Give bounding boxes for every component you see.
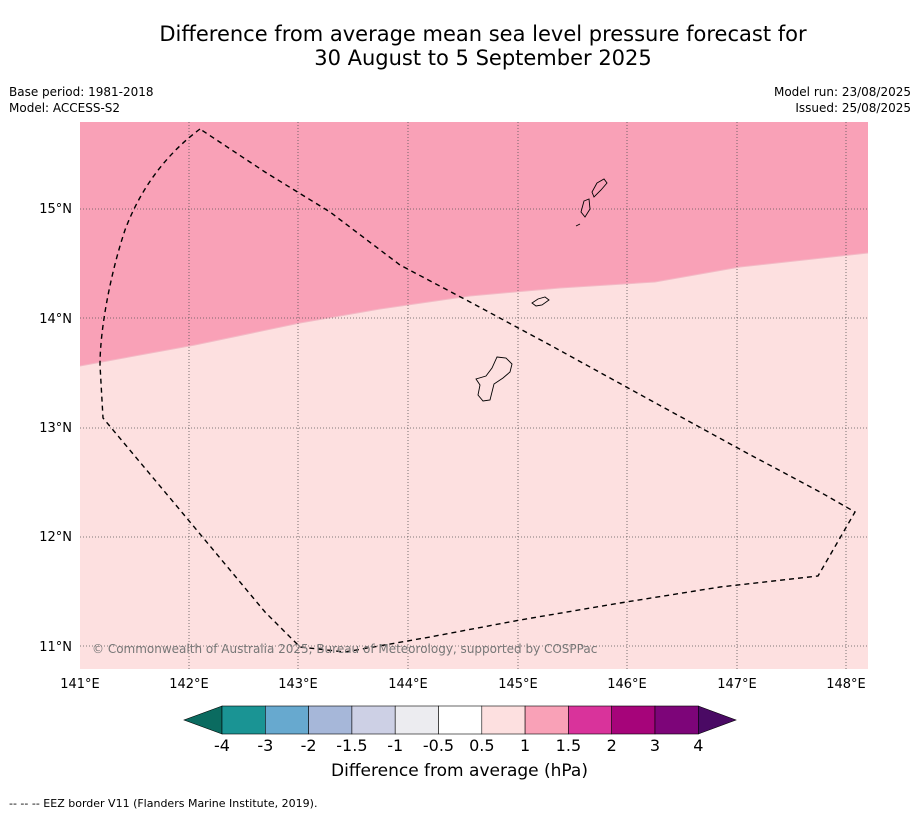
map-title: Difference from average mean sea level p… — [0, 22, 919, 70]
lat-label-11: 11°N — [39, 640, 72, 655]
colorbar-tick-label: 4 — [693, 736, 703, 755]
meta-right: Model run: 23/08/2025 Issued: 25/08/2025 — [774, 84, 911, 116]
title-line-1: Difference from average mean sea level p… — [159, 22, 807, 46]
colorbar-arrow-right — [697, 705, 737, 735]
copyright-text: © Commonwealth of Australia 2025, Bureau… — [92, 642, 597, 656]
colorbar-swatch — [481, 705, 526, 735]
model-run: Model run: 23/08/2025 — [773, 85, 911, 99]
colorbar-tick-label: 1 — [520, 736, 530, 755]
lon-label-141: 141°E — [60, 677, 100, 692]
colorbar-swatch — [308, 705, 353, 735]
lat-label-12: 12°N — [39, 530, 72, 545]
lon-label-144: 144°E — [388, 677, 428, 692]
high-anomaly-area — [80, 122, 868, 366]
lon-label-145: 145°E — [498, 677, 538, 692]
title-line-2: 30 August to 5 September 2025 — [314, 46, 652, 70]
colorbar-swatch — [351, 705, 396, 735]
colorbar-swatch — [611, 705, 656, 735]
guam-island — [475, 356, 513, 402]
tinian-island — [580, 198, 591, 218]
colorbar-arrow-left — [183, 705, 223, 735]
colorbar-tick-label: -0.5 — [423, 736, 454, 755]
colorbar-tick-label: -2 — [301, 736, 317, 755]
issued-date: Issued: 25/08/2025 — [795, 101, 911, 115]
colorbar-tick-label: 2 — [607, 736, 617, 755]
colorbar-title: Difference from average (hPa) — [331, 761, 588, 781]
colorbar-swatch — [654, 705, 699, 735]
colorbar-swatch — [568, 705, 613, 735]
model-name: Model: ACCESS-S2 — [9, 101, 121, 115]
base-period: Base period: 1981-2018 — [9, 85, 154, 99]
colorbar-swatch — [524, 705, 569, 735]
colorbar-swatch — [221, 705, 266, 735]
lon-label-146: 146°E — [607, 677, 647, 692]
colorbar-tick-label: -3 — [257, 736, 273, 755]
aguijan-island — [575, 223, 581, 227]
eez-border — [99, 128, 856, 653]
lon-label-143: 143°E — [278, 677, 318, 692]
graticule — [80, 122, 868, 669]
lat-label-13: 13°N — [39, 421, 72, 436]
lat-label-14: 14°N — [39, 312, 72, 327]
colorbar-tick-label: 1.5 — [556, 736, 581, 755]
eez-footnote: -- -- -- EEZ border V11 (Flanders Marine… — [9, 797, 318, 810]
contour-line — [79, 252, 869, 367]
colorbar-swatch — [264, 705, 309, 735]
lon-label-147: 147°E — [717, 677, 757, 692]
colorbar-tick-label: 3 — [650, 736, 660, 755]
colorbar-tick-label: -1.5 — [336, 736, 367, 755]
colorbar-tick-label: -1 — [387, 736, 403, 755]
lat-label-15: 15°N — [39, 202, 72, 217]
meta-left: Base period: 1981-2018 Model: ACCESS-S2 — [9, 84, 154, 116]
colorbar-tick-label: 0.5 — [469, 736, 494, 755]
lon-label-148: 148°E — [826, 677, 866, 692]
rota-island — [531, 296, 550, 307]
colorbar-swatch — [438, 705, 483, 735]
map-figure: © Commonwealth of Australia 2025, Bureau… — [39, 122, 869, 755]
colorbar-swatch — [394, 705, 439, 735]
colorbar: -4 -3 -2 -1.5 -1 -0.5 0.5 1 1.5 2 3 4 — [183, 705, 737, 755]
saipan-island — [591, 178, 608, 198]
lon-label-142: 142°E — [169, 677, 209, 692]
colorbar-tick-label: -4 — [214, 736, 230, 755]
